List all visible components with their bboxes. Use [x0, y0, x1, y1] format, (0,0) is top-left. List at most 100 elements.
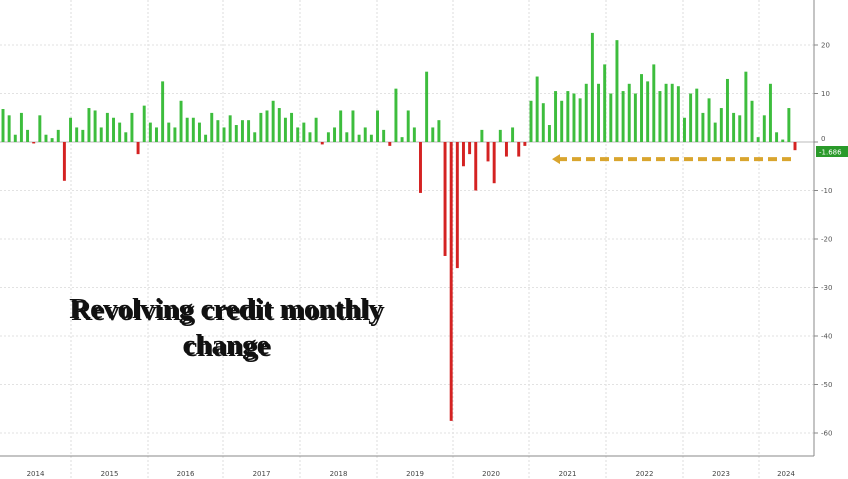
y-tick-label: -60: [821, 430, 832, 438]
bar: [412, 127, 416, 142]
bar: [517, 142, 521, 157]
bar: [69, 117, 73, 142]
bar: [676, 86, 680, 142]
bar: [277, 108, 281, 142]
x-axis-labels: 2014 2015 2016 2017 2018 2019 2020 2021 2022 2023…: [27, 470, 796, 478]
bar: [302, 122, 306, 142]
bar: [695, 88, 699, 142]
bar: [627, 83, 631, 142]
bar: [725, 78, 729, 142]
bar: [719, 108, 723, 142]
bar: [320, 142, 324, 145]
bar: [437, 120, 441, 142]
y-tick-label: 10: [821, 90, 830, 98]
bar: [345, 132, 349, 142]
bar: [19, 112, 23, 142]
bar: [26, 129, 30, 143]
bar: [191, 117, 195, 142]
bar: [683, 117, 686, 142]
x-tick-label: 2014: [27, 470, 45, 478]
bar: [326, 132, 330, 142]
bar: [566, 91, 570, 142]
bar: [689, 93, 693, 142]
bar: [541, 103, 545, 142]
bar: [388, 142, 392, 146]
bar: [314, 117, 318, 142]
bar: [461, 142, 465, 167]
bar: [142, 105, 146, 143]
bar: [265, 110, 269, 142]
bar: [486, 142, 490, 162]
last-value-label: -1.686: [819, 149, 842, 157]
chart-title-line-2-front: change: [183, 329, 270, 361]
bar: [547, 125, 551, 142]
x-tick-label: 2015: [101, 470, 119, 478]
bar: [652, 64, 656, 142]
bar: [228, 115, 232, 142]
bar: [161, 81, 165, 142]
y-tick-label: 20: [821, 42, 830, 50]
bar: [7, 115, 11, 142]
x-tick-label: 2024: [777, 470, 795, 478]
bar: [185, 117, 189, 142]
bar: [155, 127, 158, 142]
bar: [296, 127, 300, 142]
bar: [738, 115, 742, 142]
bar: [259, 112, 263, 142]
bar: [781, 139, 785, 142]
bar: [136, 142, 140, 155]
bar: [787, 108, 791, 142]
bar: [560, 100, 564, 142]
bar: [333, 127, 337, 142]
bar: [474, 142, 478, 191]
bar: [775, 132, 779, 142]
y-tick-label: -20: [821, 236, 832, 244]
bar: [609, 93, 613, 142]
bar: [271, 100, 275, 142]
reference-line: [552, 154, 792, 165]
bar: [590, 32, 594, 142]
y-tick-label: -10: [821, 187, 832, 195]
bar: [50, 138, 54, 142]
bar: [431, 127, 435, 142]
bar: [357, 134, 361, 142]
bar: [744, 71, 748, 142]
bar: [658, 91, 662, 142]
chart-title-line-2: change: [185, 331, 272, 363]
bar: [523, 142, 527, 146]
bar: [204, 134, 208, 142]
plot-background: [0, 0, 814, 456]
bar: [62, 142, 66, 181]
x-tick-label: 2020: [482, 470, 500, 478]
bar: [443, 142, 447, 256]
bar: [762, 115, 766, 142]
bar: [234, 125, 238, 142]
bar: [87, 108, 91, 142]
bar: [597, 83, 601, 142]
bar: [369, 134, 373, 142]
bar: [750, 100, 754, 142]
bar: [732, 112, 736, 142]
bar: [253, 132, 257, 142]
bar: [290, 112, 294, 142]
bar: [222, 127, 226, 142]
x-tick-label: 2017: [253, 470, 271, 478]
bar: [449, 142, 453, 421]
bar: [511, 127, 515, 142]
bar: [38, 115, 42, 142]
bar: [504, 142, 508, 157]
bar: [93, 110, 97, 142]
x-tick-label: 2016: [177, 470, 195, 478]
bar: [664, 83, 668, 142]
x-tick-label: 2023: [712, 470, 730, 478]
bar: [406, 110, 410, 142]
bar: [376, 110, 379, 142]
chart-title-line-1-front: Revolving credit monthly: [69, 293, 383, 325]
bar: [633, 93, 637, 142]
y-tick-label: 0: [821, 135, 825, 143]
bar: [118, 122, 122, 142]
bar: [167, 122, 171, 142]
x-tick-label: 2021: [559, 470, 577, 478]
bar: [756, 137, 760, 142]
